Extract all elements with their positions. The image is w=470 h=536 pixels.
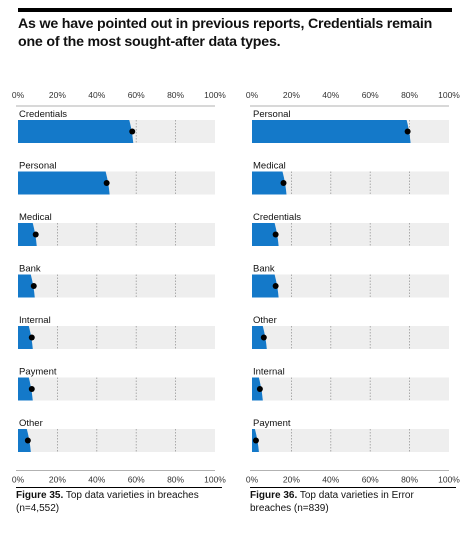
point-estimate-dot bbox=[28, 334, 35, 341]
chart-breaches: 0% 20% 40% 60% 80% 100% Credentials Personal Med… bbox=[6, 84, 226, 485]
bar-track bbox=[18, 274, 215, 298]
x-tick-label-top: 40% bbox=[88, 90, 105, 100]
bar bbox=[252, 171, 287, 195]
category-label: Payment bbox=[253, 418, 291, 429]
x-tick-label-top: 20% bbox=[283, 90, 300, 100]
category-label: Payment bbox=[19, 367, 57, 378]
chart-error-breaches: 0% 20% 40% 60% 80% 100% Personal Medical Credent… bbox=[240, 84, 460, 485]
bar bbox=[18, 223, 37, 246]
bar bbox=[18, 377, 33, 401]
x-tick-label-bottom: 80% bbox=[401, 475, 418, 485]
bar-track bbox=[18, 223, 215, 246]
bar bbox=[252, 120, 411, 143]
page-headline: As we have pointed out in previous repor… bbox=[18, 16, 433, 50]
point-estimate-dot bbox=[30, 283, 37, 289]
x-tick-label-bottom: 0% bbox=[246, 475, 259, 485]
x-tick-label-top: 0% bbox=[246, 90, 259, 100]
category-label: Other bbox=[253, 315, 277, 326]
category-label: Internal bbox=[253, 367, 285, 378]
bar bbox=[18, 171, 110, 195]
point-estimate-dot bbox=[280, 180, 287, 186]
x-tick-label-bottom: 20% bbox=[49, 475, 66, 485]
bar-track bbox=[252, 223, 449, 246]
point-estimate-dot bbox=[404, 128, 411, 135]
x-tick-label-bottom: 80% bbox=[167, 475, 184, 485]
x-tick-label-top: 20% bbox=[49, 90, 66, 100]
bar bbox=[252, 326, 267, 349]
x-tick-label-top: 100% bbox=[438, 90, 460, 100]
bar bbox=[18, 429, 31, 452]
caption-rule-right bbox=[250, 487, 456, 488]
point-estimate-dot bbox=[272, 231, 279, 238]
figure-label: Figure 35. bbox=[16, 490, 64, 501]
point-estimate-dot bbox=[129, 128, 136, 135]
x-tick-label-top: 80% bbox=[167, 90, 184, 100]
bar bbox=[18, 120, 134, 143]
category-label: Personal bbox=[19, 161, 57, 172]
x-tick-label-bottom: 0% bbox=[12, 475, 25, 485]
x-tick-label-top: 100% bbox=[204, 90, 226, 100]
point-estimate-dot bbox=[32, 231, 39, 238]
bar-track bbox=[252, 377, 449, 401]
point-estimate-dot bbox=[260, 334, 267, 341]
x-tick-label-top: 80% bbox=[401, 90, 418, 100]
category-label: Medical bbox=[253, 161, 286, 172]
point-estimate-dot bbox=[256, 386, 263, 392]
caption-rule-left bbox=[16, 487, 222, 488]
x-tick-label-bottom: 100% bbox=[204, 475, 226, 485]
chart-error-breaches-svg: 0% 20% 40% 60% 80% 100% Personal Medical Credent… bbox=[246, 90, 460, 485]
figure-text: Top data varieties in Error breaches (n=… bbox=[250, 490, 414, 514]
bar-track bbox=[18, 429, 215, 452]
bar-track bbox=[18, 326, 215, 349]
bar-track bbox=[18, 377, 215, 401]
x-tick-label-bottom: 40% bbox=[88, 475, 105, 485]
category-label: Bank bbox=[19, 264, 41, 275]
bar-track bbox=[252, 326, 449, 349]
point-estimate-dot bbox=[24, 437, 31, 444]
point-estimate-dot bbox=[272, 283, 279, 289]
chart-breaches-svg: 0% 20% 40% 60% 80% 100% Credentials Personal Med… bbox=[12, 90, 226, 485]
x-tick-label-top: 60% bbox=[362, 90, 379, 100]
category-label: Internal bbox=[19, 315, 51, 326]
x-tick-label-bottom: 100% bbox=[438, 475, 460, 485]
figure-caption-right: Figure 36. Top data varieties in Error b… bbox=[250, 490, 456, 515]
x-tick-label-bottom: 60% bbox=[128, 475, 145, 485]
x-tick-label-top: 60% bbox=[128, 90, 145, 100]
bar bbox=[18, 326, 33, 349]
x-tick-label-bottom: 20% bbox=[283, 475, 300, 485]
category-label: Credentials bbox=[253, 212, 301, 223]
bar bbox=[252, 274, 279, 298]
x-tick-label-top: 0% bbox=[12, 90, 25, 100]
x-tick-label-top: 40% bbox=[322, 90, 339, 100]
bar bbox=[18, 274, 35, 298]
point-estimate-dot bbox=[252, 437, 259, 444]
point-estimate-dot bbox=[28, 386, 35, 392]
figure-caption-left: Figure 35. Top data varieties in breache… bbox=[16, 490, 222, 515]
bar bbox=[252, 223, 279, 246]
x-tick-label-bottom: 60% bbox=[362, 475, 379, 485]
category-label: Credentials bbox=[19, 109, 67, 120]
bar-track bbox=[252, 429, 449, 452]
category-label: Personal bbox=[253, 109, 291, 120]
figure-label: Figure 36. bbox=[250, 490, 298, 501]
category-label: Medical bbox=[19, 212, 52, 223]
category-label: Other bbox=[19, 418, 43, 429]
header-rule bbox=[18, 8, 452, 12]
bar-track bbox=[252, 274, 449, 298]
figure-text: Top data varieties in breaches (n=4,552) bbox=[16, 490, 199, 514]
category-label: Bank bbox=[253, 264, 275, 275]
point-estimate-dot bbox=[103, 180, 110, 186]
x-tick-label-bottom: 40% bbox=[322, 475, 339, 485]
bar-track bbox=[252, 171, 449, 195]
